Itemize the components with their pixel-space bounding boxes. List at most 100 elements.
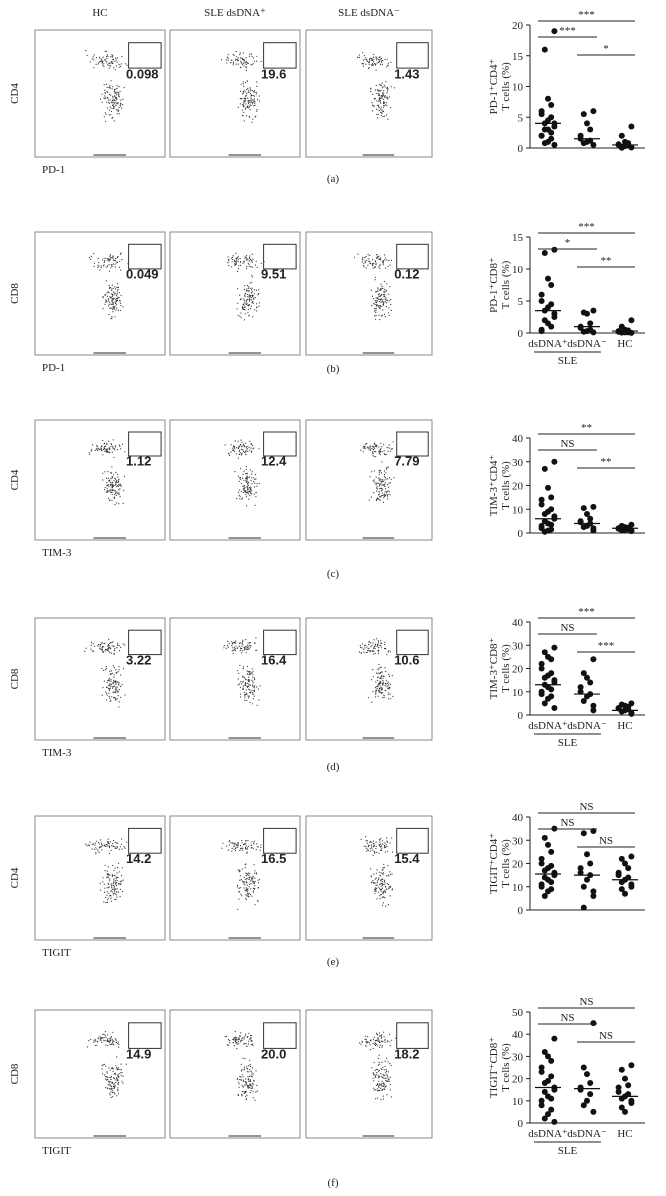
event-dot xyxy=(95,853,97,855)
event-dot xyxy=(375,845,377,848)
event-dot xyxy=(105,97,107,99)
event-dot xyxy=(255,91,257,94)
data-point xyxy=(580,1064,587,1071)
event-dot xyxy=(380,106,382,108)
y-tick-label: 0 xyxy=(518,143,524,155)
event-dot xyxy=(378,498,380,501)
event-dot xyxy=(384,301,386,303)
event-dot xyxy=(115,482,117,484)
event-dot xyxy=(102,454,104,456)
flow-events xyxy=(224,1031,259,1101)
event-dot xyxy=(385,670,387,673)
event-dot xyxy=(253,677,255,679)
event-dot xyxy=(366,850,368,852)
event-dot xyxy=(124,644,126,646)
event-dot xyxy=(235,844,237,846)
event-dot xyxy=(97,1040,99,1042)
event-dot xyxy=(121,880,123,882)
significance-label: NS xyxy=(599,1030,613,1042)
event-dot xyxy=(242,52,244,54)
event-dot xyxy=(112,97,114,99)
event-dot xyxy=(116,896,118,898)
event-dot xyxy=(246,483,249,485)
gate-value: 18.2 xyxy=(394,1047,419,1062)
event-dot xyxy=(245,255,248,257)
event-dot xyxy=(235,1039,237,1041)
event-dot xyxy=(244,699,246,702)
event-dot xyxy=(249,880,251,882)
event-dot xyxy=(252,676,254,678)
event-dot xyxy=(368,647,370,649)
event-dot xyxy=(378,446,380,448)
event-dot xyxy=(85,843,87,845)
event-dot xyxy=(239,870,241,872)
event-dot xyxy=(379,874,381,877)
event-dot xyxy=(233,845,235,848)
event-dot xyxy=(112,291,114,293)
event-dot xyxy=(93,54,95,56)
event-dot xyxy=(257,879,259,881)
significance-label: ** xyxy=(601,255,612,267)
event-dot xyxy=(108,680,110,682)
event-dot xyxy=(384,1060,386,1062)
event-dot xyxy=(106,1040,108,1042)
event-dot xyxy=(247,839,249,842)
event-dot xyxy=(380,111,382,113)
event-dot xyxy=(115,698,117,700)
data-point xyxy=(587,1091,594,1098)
event-dot xyxy=(378,1046,381,1048)
data-point xyxy=(577,1086,584,1093)
event-dot xyxy=(376,57,378,60)
event-dot xyxy=(228,258,230,261)
event-dot xyxy=(253,864,255,866)
event-dot xyxy=(99,1035,101,1037)
event-dot xyxy=(380,838,382,840)
event-dot xyxy=(110,114,112,116)
event-dot xyxy=(252,99,254,101)
data-point xyxy=(618,708,625,715)
event-dot xyxy=(247,893,249,895)
event-dot xyxy=(388,491,390,493)
event-dot xyxy=(353,256,356,258)
event-dot xyxy=(387,478,389,480)
gate xyxy=(263,827,297,854)
event-dot xyxy=(245,57,247,59)
event-dot xyxy=(114,292,116,294)
event-dot xyxy=(365,57,367,59)
event-dot xyxy=(107,841,109,843)
event-dot xyxy=(109,1069,111,1071)
event-dot xyxy=(253,289,255,291)
event-dot xyxy=(114,692,116,694)
event-dot xyxy=(363,445,365,447)
event-dot xyxy=(244,95,246,97)
event-dot xyxy=(94,449,96,451)
event-dot xyxy=(109,874,111,876)
y-tick-label: 40 xyxy=(512,1029,524,1041)
event-dot xyxy=(253,95,255,97)
event-dot xyxy=(101,694,103,696)
data-point xyxy=(538,660,545,667)
event-dot xyxy=(119,846,121,848)
event-dot xyxy=(357,253,359,255)
event-dot xyxy=(115,1067,118,1069)
event-dot xyxy=(381,671,383,673)
event-dot xyxy=(378,672,380,675)
event-dot xyxy=(117,1090,119,1092)
event-dot xyxy=(86,54,88,57)
event-dot xyxy=(389,286,391,288)
event-dot xyxy=(256,85,258,87)
event-dot xyxy=(234,264,236,266)
event-dot xyxy=(378,871,380,873)
event-dot xyxy=(89,841,91,843)
event-dot xyxy=(90,641,93,643)
event-dot xyxy=(377,288,379,290)
event-dot xyxy=(252,875,254,878)
event-dot xyxy=(238,480,240,482)
event-dot xyxy=(387,484,389,486)
event-dot xyxy=(116,1078,118,1080)
event-dot xyxy=(100,846,102,848)
data-point xyxy=(541,674,548,681)
event-dot xyxy=(244,285,246,287)
event-dot xyxy=(246,486,248,488)
event-dot xyxy=(235,252,237,255)
